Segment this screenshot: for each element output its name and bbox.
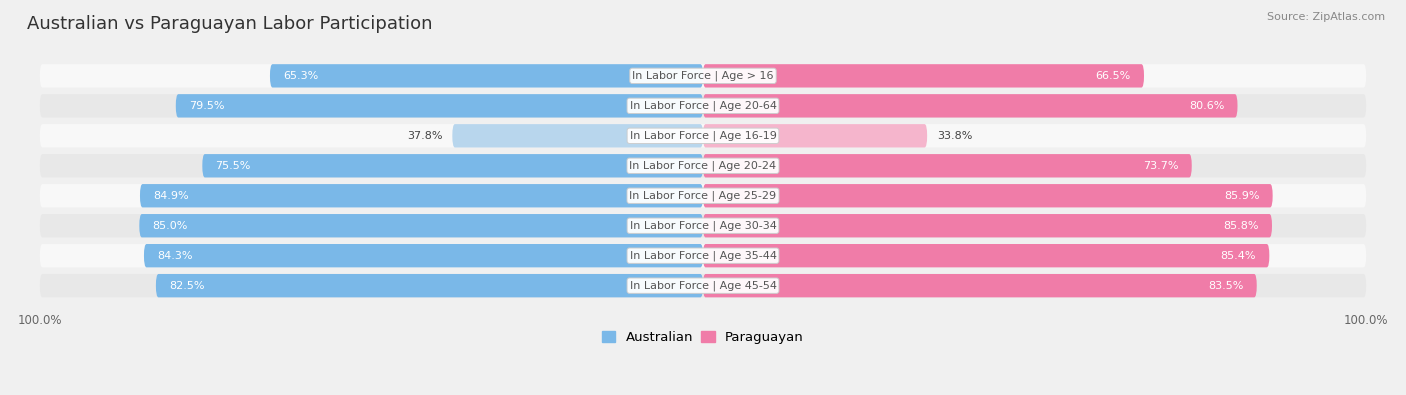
Text: 84.9%: 84.9% (153, 191, 188, 201)
Text: In Labor Force | Age > 16: In Labor Force | Age > 16 (633, 71, 773, 81)
FancyBboxPatch shape (176, 94, 703, 118)
Text: 37.8%: 37.8% (406, 131, 443, 141)
Text: 79.5%: 79.5% (188, 101, 225, 111)
FancyBboxPatch shape (703, 214, 1272, 237)
FancyBboxPatch shape (141, 184, 703, 207)
Text: 83.5%: 83.5% (1208, 281, 1243, 291)
Text: 85.9%: 85.9% (1223, 191, 1260, 201)
Text: 82.5%: 82.5% (169, 281, 205, 291)
Text: 84.3%: 84.3% (157, 251, 193, 261)
Text: 75.5%: 75.5% (215, 161, 250, 171)
Text: 85.8%: 85.8% (1223, 221, 1258, 231)
Text: Source: ZipAtlas.com: Source: ZipAtlas.com (1267, 12, 1385, 22)
Text: 33.8%: 33.8% (936, 131, 973, 141)
FancyBboxPatch shape (39, 184, 1367, 207)
Text: 85.0%: 85.0% (153, 221, 188, 231)
FancyBboxPatch shape (703, 274, 1257, 297)
FancyBboxPatch shape (703, 154, 1192, 177)
FancyBboxPatch shape (156, 274, 703, 297)
FancyBboxPatch shape (453, 124, 703, 147)
Text: In Labor Force | Age 20-24: In Labor Force | Age 20-24 (630, 160, 776, 171)
Text: In Labor Force | Age 20-64: In Labor Force | Age 20-64 (630, 101, 776, 111)
FancyBboxPatch shape (39, 154, 1367, 177)
Text: 66.5%: 66.5% (1095, 71, 1130, 81)
FancyBboxPatch shape (143, 244, 703, 267)
Text: In Labor Force | Age 30-34: In Labor Force | Age 30-34 (630, 220, 776, 231)
FancyBboxPatch shape (39, 64, 1367, 88)
FancyBboxPatch shape (39, 94, 1367, 118)
Legend: Australian, Paraguayan: Australian, Paraguayan (598, 326, 808, 349)
Text: In Labor Force | Age 25-29: In Labor Force | Age 25-29 (630, 190, 776, 201)
Text: 65.3%: 65.3% (283, 71, 319, 81)
FancyBboxPatch shape (39, 214, 1367, 237)
FancyBboxPatch shape (270, 64, 703, 88)
Text: In Labor Force | Age 35-44: In Labor Force | Age 35-44 (630, 250, 776, 261)
Text: 73.7%: 73.7% (1143, 161, 1178, 171)
Text: 85.4%: 85.4% (1220, 251, 1256, 261)
FancyBboxPatch shape (703, 64, 1144, 88)
Text: Australian vs Paraguayan Labor Participation: Australian vs Paraguayan Labor Participa… (27, 15, 432, 33)
Text: In Labor Force | Age 45-54: In Labor Force | Age 45-54 (630, 280, 776, 291)
FancyBboxPatch shape (39, 274, 1367, 297)
Text: In Labor Force | Age 16-19: In Labor Force | Age 16-19 (630, 131, 776, 141)
FancyBboxPatch shape (703, 94, 1237, 118)
FancyBboxPatch shape (39, 244, 1367, 267)
Text: 80.6%: 80.6% (1189, 101, 1225, 111)
FancyBboxPatch shape (202, 154, 703, 177)
FancyBboxPatch shape (39, 124, 1367, 147)
FancyBboxPatch shape (703, 184, 1272, 207)
FancyBboxPatch shape (703, 244, 1270, 267)
FancyBboxPatch shape (703, 124, 927, 147)
FancyBboxPatch shape (139, 214, 703, 237)
